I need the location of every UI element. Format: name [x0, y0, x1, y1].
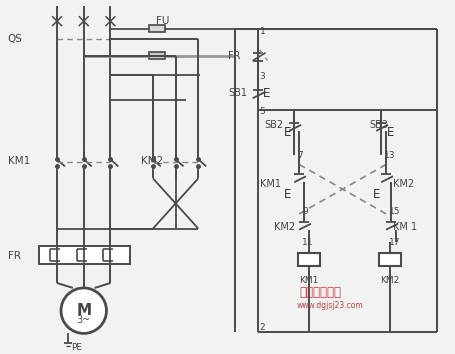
Text: KM1: KM1 [8, 156, 30, 166]
Bar [39, 246, 130, 264]
Text: 9: 9 [302, 207, 308, 216]
Text: 3~: 3~ [76, 315, 91, 325]
Text: 3: 3 [260, 72, 265, 81]
Bar [379, 253, 401, 266]
Text: FU: FU [156, 16, 169, 26]
Text: 15: 15 [389, 207, 400, 216]
Bar [149, 52, 165, 59]
Text: 17: 17 [389, 238, 400, 247]
Text: 5: 5 [260, 107, 265, 115]
Text: FR: FR [228, 51, 241, 61]
Text: QS: QS [8, 34, 22, 44]
Text: FR: FR [8, 251, 20, 261]
Text: E: E [284, 188, 292, 201]
Bar [298, 253, 320, 266]
Text: KM1: KM1 [260, 179, 281, 189]
Text: SB3: SB3 [369, 120, 388, 130]
Circle shape [61, 288, 106, 333]
Text: M: M [76, 303, 91, 318]
Text: KM1: KM1 [299, 275, 318, 285]
Text: KM2: KM2 [380, 275, 399, 285]
Text: 13: 13 [384, 151, 395, 160]
Text: KM 1: KM 1 [393, 222, 417, 232]
Text: www.dgjsj23.com: www.dgjsj23.com [297, 301, 364, 310]
Text: E: E [263, 87, 270, 100]
Text: 11: 11 [302, 238, 313, 247]
Text: 7: 7 [297, 151, 303, 160]
Text: 2: 2 [260, 323, 265, 332]
Text: KM2: KM2 [393, 179, 414, 189]
Text: SB1: SB1 [228, 88, 247, 98]
Text: KM2: KM2 [274, 222, 296, 232]
Text: 1: 1 [260, 27, 265, 35]
Text: KM2: KM2 [141, 156, 163, 166]
Text: PE: PE [71, 343, 82, 352]
Bar [149, 25, 165, 32]
Text: E: E [387, 126, 394, 139]
Text: E: E [284, 126, 292, 139]
Text: 电工技术之家: 电工技术之家 [299, 286, 341, 299]
Text: SB2: SB2 [264, 120, 283, 130]
Text: E: E [373, 188, 381, 201]
